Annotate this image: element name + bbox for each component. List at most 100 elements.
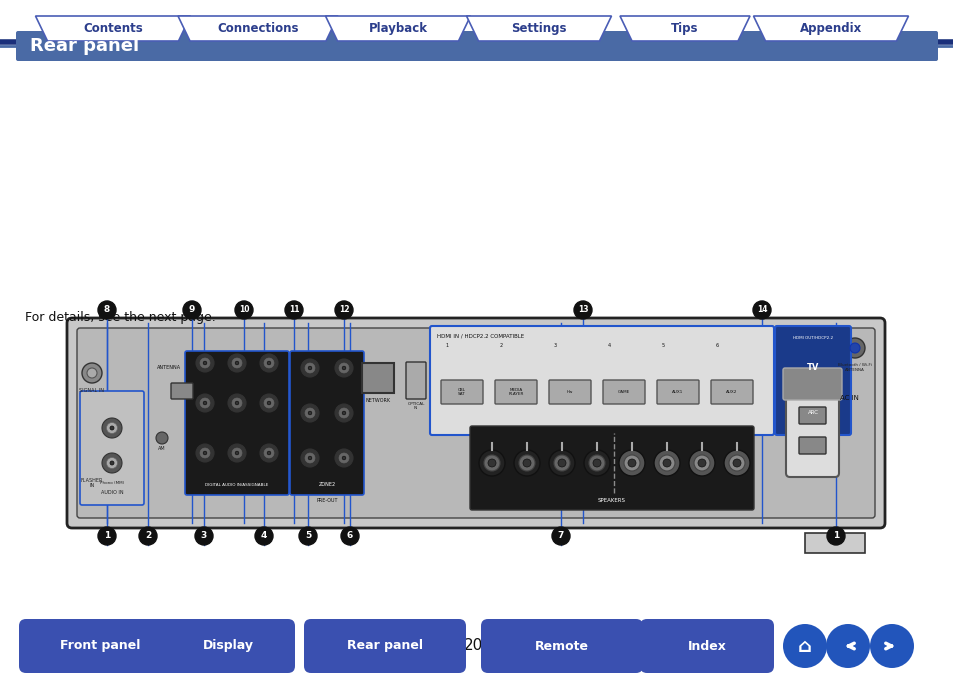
- FancyBboxPatch shape: [361, 363, 394, 393]
- Circle shape: [232, 398, 242, 408]
- FancyBboxPatch shape: [774, 326, 850, 435]
- FancyBboxPatch shape: [304, 619, 465, 673]
- Circle shape: [305, 408, 314, 418]
- FancyBboxPatch shape: [161, 619, 294, 673]
- Circle shape: [98, 527, 116, 545]
- Text: 4: 4: [607, 343, 610, 349]
- Circle shape: [583, 450, 609, 476]
- FancyBboxPatch shape: [430, 326, 773, 435]
- Circle shape: [518, 455, 535, 471]
- Text: SIGNAL IN: SIGNAL IN: [79, 388, 105, 393]
- Circle shape: [260, 444, 277, 462]
- Circle shape: [203, 451, 207, 455]
- Text: 1: 1: [832, 532, 839, 540]
- Text: 3: 3: [201, 532, 207, 540]
- Circle shape: [693, 455, 709, 471]
- FancyBboxPatch shape: [799, 407, 825, 424]
- Text: 10: 10: [238, 306, 249, 314]
- FancyBboxPatch shape: [548, 380, 590, 404]
- Circle shape: [200, 358, 210, 368]
- Circle shape: [195, 394, 213, 412]
- Circle shape: [267, 361, 271, 365]
- Circle shape: [234, 301, 253, 319]
- Text: Hw: Hw: [566, 390, 573, 394]
- FancyBboxPatch shape: [80, 391, 144, 505]
- Text: Playback: Playback: [368, 22, 427, 35]
- Text: Display: Display: [202, 639, 253, 653]
- Text: Bluetooth / Wi-Fi
ANTENNA: Bluetooth / Wi-Fi ANTENNA: [838, 363, 871, 371]
- Text: DIGITAL AUDIO IN/ASSIGNABLE: DIGITAL AUDIO IN/ASSIGNABLE: [205, 483, 269, 487]
- Circle shape: [782, 624, 826, 668]
- Text: AUDIO IN: AUDIO IN: [101, 491, 123, 495]
- Circle shape: [110, 461, 113, 465]
- FancyBboxPatch shape: [440, 380, 482, 404]
- Circle shape: [627, 459, 636, 467]
- Circle shape: [301, 449, 318, 467]
- FancyBboxPatch shape: [710, 380, 752, 404]
- Circle shape: [588, 455, 604, 471]
- Circle shape: [264, 448, 274, 458]
- Circle shape: [228, 354, 246, 372]
- Circle shape: [552, 527, 569, 545]
- Text: MEDIA
PLAYER: MEDIA PLAYER: [508, 388, 523, 396]
- Circle shape: [342, 411, 345, 415]
- FancyBboxPatch shape: [657, 380, 699, 404]
- Circle shape: [260, 354, 277, 372]
- Circle shape: [618, 450, 644, 476]
- Circle shape: [195, 444, 213, 462]
- Polygon shape: [466, 16, 611, 41]
- Circle shape: [623, 455, 639, 471]
- Circle shape: [200, 448, 210, 458]
- Text: AC IN: AC IN: [840, 395, 858, 401]
- Text: Tips: Tips: [671, 22, 698, 35]
- Circle shape: [203, 401, 207, 404]
- Text: 11: 11: [289, 306, 299, 314]
- Text: 1: 1: [104, 532, 110, 540]
- FancyBboxPatch shape: [16, 31, 937, 61]
- Text: 7: 7: [558, 532, 563, 540]
- FancyBboxPatch shape: [639, 619, 773, 673]
- Text: HDMI OUT/HDCP2.2: HDMI OUT/HDCP2.2: [792, 336, 832, 340]
- Circle shape: [267, 401, 271, 404]
- FancyBboxPatch shape: [785, 389, 838, 477]
- Text: 9: 9: [189, 306, 195, 314]
- Circle shape: [254, 527, 273, 545]
- Circle shape: [335, 301, 353, 319]
- Text: Front panel: Front panel: [60, 639, 140, 653]
- Circle shape: [728, 455, 744, 471]
- Text: Rear panel: Rear panel: [347, 639, 422, 653]
- Text: Settings: Settings: [511, 22, 566, 35]
- Text: 12: 12: [338, 306, 349, 314]
- FancyBboxPatch shape: [406, 362, 426, 399]
- Text: 4: 4: [260, 532, 267, 540]
- Circle shape: [514, 450, 539, 476]
- Text: AM: AM: [158, 446, 166, 450]
- Circle shape: [195, 354, 213, 372]
- Text: Appendix: Appendix: [799, 22, 862, 35]
- FancyBboxPatch shape: [782, 368, 841, 400]
- FancyBboxPatch shape: [480, 619, 642, 673]
- Circle shape: [308, 456, 312, 460]
- FancyBboxPatch shape: [495, 380, 537, 404]
- Polygon shape: [619, 16, 749, 41]
- Text: 2: 2: [145, 532, 151, 540]
- Text: ZONE2: ZONE2: [318, 483, 335, 487]
- Circle shape: [752, 301, 770, 319]
- Text: 20: 20: [464, 639, 483, 653]
- Circle shape: [235, 451, 238, 455]
- Circle shape: [698, 459, 705, 467]
- Circle shape: [305, 453, 314, 463]
- Text: AUX2: AUX2: [725, 390, 737, 394]
- Text: 5: 5: [660, 343, 664, 349]
- FancyBboxPatch shape: [77, 328, 874, 518]
- Circle shape: [654, 450, 679, 476]
- Polygon shape: [35, 16, 191, 41]
- Text: FLASHER
IN: FLASHER IN: [81, 478, 103, 489]
- FancyBboxPatch shape: [804, 533, 864, 553]
- Circle shape: [574, 301, 592, 319]
- Text: OPTICAL
IN: OPTICAL IN: [407, 402, 424, 411]
- Text: ARC: ARC: [806, 411, 818, 415]
- Circle shape: [183, 301, 201, 319]
- Circle shape: [335, 404, 353, 422]
- Text: SPEAKERS: SPEAKERS: [598, 497, 625, 503]
